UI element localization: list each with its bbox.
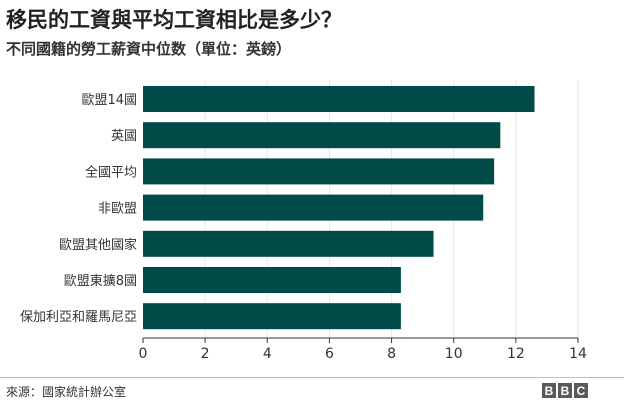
category-label-3: 非歐盟 [98,202,137,217]
category-label-2: 全國平均 [85,164,137,180]
x-axis-ticks: 0 2 4 6 8 10 12 14 [139,337,587,362]
bar-0 [143,86,535,112]
x-tick-label-6: 12 [507,346,525,362]
category-label-4: 歐盟其他國家 [59,237,137,253]
chart-subtitle: 不同國籍的勞工薪資中位数（單位：英鎊） [6,40,292,58]
bbc-logo-letter-2: B [558,383,572,398]
chart-title: 移民的工資與平均工資相比是多少？ [6,8,342,32]
x-tick-label-3: 6 [325,346,334,362]
bars [143,86,535,330]
category-label-5: 歐盟東擴8國 [64,273,137,289]
bbc-logo: B B C [542,383,588,398]
category-label-1: 英國 [111,129,137,144]
bar-4 [143,230,434,257]
source-note: 來源：國家統計辦公室 [6,385,127,399]
bar-1 [143,122,501,149]
bbc-logo-letter-1: B [542,383,556,398]
x-tick-label-0: 0 [139,346,148,362]
bar-5 [143,267,401,293]
footer-divider [0,377,624,378]
x-tick-label-1: 2 [201,346,210,362]
bar-6 [143,303,401,330]
x-tick-label-2: 4 [263,346,272,362]
x-tick-label-5: 10 [445,346,463,362]
x-tick-label-7: 14 [569,346,587,362]
x-tick-label-4: 8 [387,346,396,362]
bar-3 [143,194,484,221]
category-label-0: 歐盟14國 [81,93,137,108]
bar-2 [143,158,495,185]
bbc-logo-letter-3: C [574,383,588,398]
category-label-6: 保加利亞和羅馬尼亞 [20,310,137,325]
